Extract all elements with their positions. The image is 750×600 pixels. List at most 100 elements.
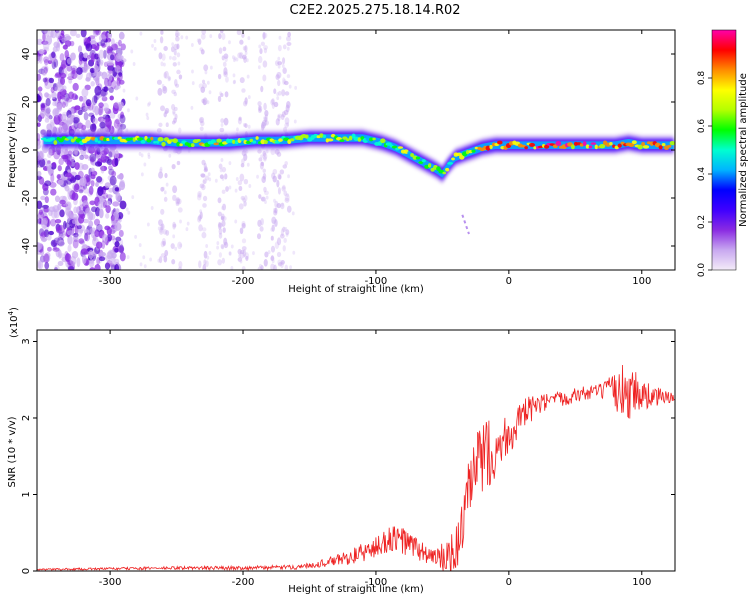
streak-speckle [239, 252, 245, 259]
streak-speckle [262, 152, 268, 160]
faint-speckle [245, 58, 249, 63]
speckle [37, 143, 41, 150]
speckle [78, 189, 84, 194]
speckle [104, 77, 110, 87]
speckle [90, 81, 95, 87]
faint-speckle [163, 190, 167, 195]
streak-speckle [243, 153, 248, 161]
speckle [105, 194, 113, 199]
trace-blob [146, 138, 152, 143]
trace-blob [489, 144, 493, 149]
trace-blob [94, 137, 99, 143]
speckle [59, 253, 66, 259]
streak-speckle [200, 49, 205, 55]
streak-speckle [200, 120, 205, 127]
streak-speckle [202, 178, 208, 184]
speckle [106, 159, 113, 166]
streak-speckle [202, 195, 208, 202]
speckle [74, 105, 81, 111]
speckle [55, 30, 61, 39]
streak-speckle [222, 61, 227, 67]
streak-speckle [284, 122, 289, 128]
faint-speckle [293, 119, 297, 124]
streak-speckle [197, 191, 202, 198]
speckle [100, 153, 107, 163]
streak-speckle [222, 46, 227, 52]
trace-blob [424, 164, 430, 169]
streak-speckle [221, 166, 227, 173]
speckle [115, 208, 120, 214]
snr-y-multiplier-base: (x10 [9, 315, 20, 338]
streak-speckle [173, 91, 177, 97]
speckle [77, 122, 84, 129]
faint-speckle [204, 70, 208, 75]
trace-blob [368, 137, 374, 142]
y-tick-label: 3 [21, 338, 32, 344]
trace-blob [49, 137, 56, 141]
faint-speckle [127, 108, 130, 113]
streak-speckle [241, 238, 247, 244]
faint-speckle [265, 195, 269, 200]
trace-blob [543, 144, 550, 149]
faint-speckle [186, 221, 190, 226]
trace-blob [330, 133, 336, 138]
streak-speckle [237, 52, 243, 59]
streak-speckle [220, 118, 225, 124]
streak-speckle [163, 46, 168, 51]
faint-speckle [288, 84, 292, 89]
speckle [106, 60, 114, 66]
speckle [118, 101, 124, 109]
speckle [97, 186, 104, 196]
streak-speckle [200, 173, 206, 178]
streak-speckle [273, 207, 277, 213]
speckle [51, 57, 57, 63]
streak-speckle [161, 223, 165, 231]
streak-speckle [197, 215, 202, 223]
speckle [37, 51, 41, 62]
streak-speckle [225, 76, 229, 83]
streak-speckle [202, 264, 207, 270]
speckle [97, 41, 103, 47]
speckle [88, 112, 95, 118]
streak-speckle [164, 173, 168, 179]
speckle [112, 104, 119, 115]
speckle [37, 150, 45, 161]
x-tick-label: -300 [99, 276, 122, 287]
streak-speckle [223, 237, 228, 246]
speckle [95, 153, 101, 160]
streak-speckle [263, 47, 268, 54]
speckle [82, 66, 88, 73]
speckle [118, 72, 123, 77]
speckle [97, 106, 104, 116]
streak-speckle [283, 80, 289, 86]
speckle [44, 180, 52, 187]
speckle [98, 256, 106, 262]
speckle [48, 115, 53, 120]
speckle [52, 46, 58, 53]
streak-speckle [178, 74, 183, 80]
speckle [50, 218, 57, 227]
faint-speckle [127, 210, 131, 215]
speckle [73, 232, 79, 238]
faint-speckle [258, 44, 262, 49]
faint-speckle [161, 83, 165, 88]
x-tick-label: 100 [632, 577, 651, 588]
speckle [113, 119, 120, 129]
streak-speckle [262, 74, 267, 82]
streak-speckle [262, 172, 267, 180]
speckle [37, 55, 41, 64]
streak-speckle [284, 264, 289, 270]
streak-speckle [239, 39, 244, 45]
streak-speckle [272, 168, 278, 175]
faint-speckle [196, 38, 200, 43]
speckle [37, 259, 42, 269]
trace-blob [255, 136, 259, 140]
speckle [85, 99, 92, 107]
faint-speckle [286, 193, 289, 198]
streak-speckle [219, 127, 225, 133]
trace-blob [533, 146, 537, 150]
streak-speckle [278, 174, 282, 180]
faint-speckle [147, 152, 151, 157]
speckle [120, 111, 125, 119]
faint-speckle [208, 90, 212, 95]
